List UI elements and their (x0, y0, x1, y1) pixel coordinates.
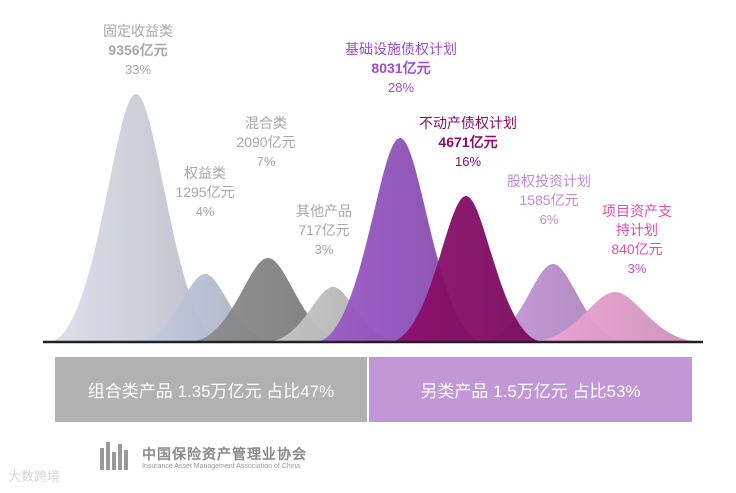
series-share-5: 28% (388, 80, 414, 95)
series-amount-5: 8031亿元 (371, 60, 430, 76)
series-share-6: 16% (455, 154, 481, 169)
peak-shade-1 (48, 94, 224, 342)
series-name-7: 股权投资计划 (507, 173, 591, 189)
group-band-portfolio: 组合类产品 1.35万亿元 占比47% (55, 357, 367, 422)
series-share-4: 3% (315, 242, 334, 257)
series-share-1: 33% (125, 62, 151, 77)
logo-english: Insurance Asset Management Association o… (142, 463, 300, 470)
series-amount-8: 840亿元 (611, 241, 662, 257)
series-name-3: 混合类 (245, 115, 287, 131)
group-label-portfolio: 组合类产品 1.35万亿元 占比47% (87, 382, 335, 401)
series-amount-2: 1295亿元 (175, 184, 234, 200)
series-share-3: 7% (257, 154, 276, 169)
association-logo: 中国保险资产管理业协会 Insurance Asset Management A… (100, 442, 350, 474)
series-amount-1: 9356亿元 (108, 42, 167, 58)
group-label-alternative: 另类产品 1.5万亿元 占比53% (420, 382, 641, 401)
watermark: 大数跨境 (8, 469, 61, 484)
series-amount-3: 2090亿元 (236, 134, 295, 150)
series-name-5: 基础设施债权计划 (345, 41, 457, 57)
series-share-7: 6% (540, 212, 559, 227)
series-name-6: 不动产债权计划 (419, 115, 517, 131)
series-amount-7: 1585亿元 (519, 192, 578, 208)
logo-name: 中国保险资产管理业协会 (142, 446, 307, 462)
series-name-2: 权益类 (184, 165, 226, 181)
series-name-4: 其他产品 (296, 203, 352, 219)
peak-shade-8 (527, 292, 703, 342)
series-name-8-line2: 持计划 (616, 222, 658, 238)
series-share-2: 4% (196, 204, 215, 219)
peak-shade-6 (388, 196, 544, 342)
series-name-8: 项目资产支 (602, 203, 672, 219)
iamac-logo-icon (100, 442, 134, 470)
series-name-1: 固定收益类 (103, 23, 173, 39)
series-share-8: 3% (628, 261, 647, 276)
series-amount-4: 717亿元 (298, 222, 349, 238)
group-band-alternative: 另类产品 1.5万亿元 占比53% (369, 357, 692, 422)
series-amount-6: 4671亿元 (438, 134, 497, 150)
